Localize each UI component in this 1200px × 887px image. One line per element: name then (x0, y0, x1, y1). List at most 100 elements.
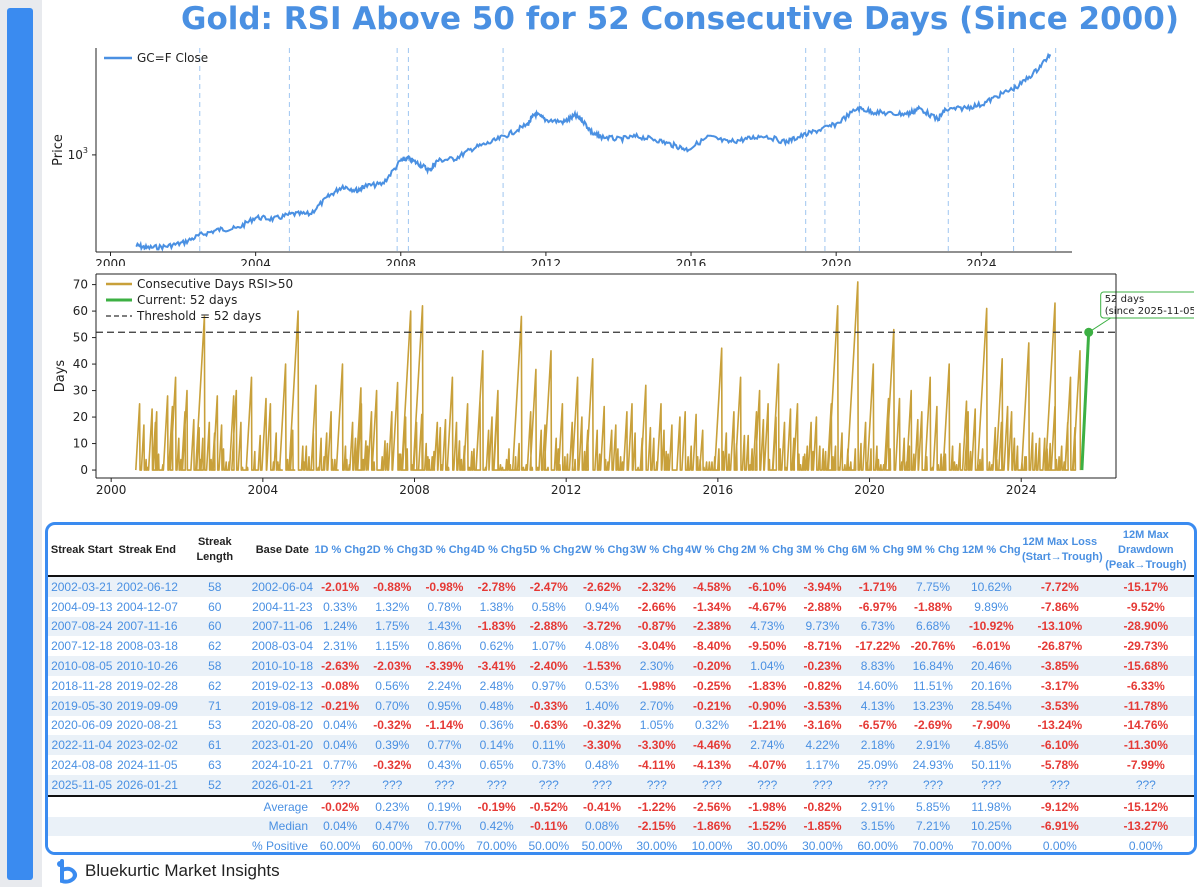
table-cell: 2010-10-26 (115, 656, 179, 676)
table-cell: -13.10% (1022, 616, 1098, 637)
table-cell: -0.32% (574, 715, 630, 736)
legend-label: Current: 52 days (137, 293, 237, 307)
table-cell: -3.94% (794, 576, 851, 597)
summary-cell: -0.02% (314, 794, 367, 817)
table-cell: 7.75% (905, 576, 961, 597)
header-label: Streak Length (196, 536, 234, 563)
table-cell: -7.90% (960, 715, 1022, 736)
page-title: Gold: RSI Above 50 for 52 Consecutive Da… (181, 1, 1179, 37)
streak-table: Streak Start Streak End Streak Length Base … (48, 525, 1194, 852)
table-cell: 2023-02-02 (115, 735, 179, 756)
table-cell: -0.63% (522, 715, 575, 736)
table-cell: -0.88% (366, 576, 419, 597)
left-accent-strip (7, 8, 33, 880)
table-cell: 0.04% (314, 735, 367, 756)
table-cell: -0.21% (684, 695, 740, 716)
table-cell: -15.17% (1097, 576, 1194, 597)
summary-cell: 70.00% (470, 836, 523, 852)
table-cell: -1.83% (470, 616, 523, 637)
table-cell: -1.83% (739, 675, 795, 696)
table-cell: -3.41% (470, 656, 523, 676)
table-cell: -28.90% (1097, 616, 1194, 637)
streak-table-container: Streak Start Streak End Streak Length Base … (45, 522, 1197, 855)
table-cell: ??? (574, 774, 630, 796)
rsi-days-series-line (135, 281, 1082, 471)
y-tick-label: 10 (73, 437, 88, 451)
table-cell: -8.40% (684, 636, 740, 657)
summary-cell: 0.00% (1097, 836, 1194, 852)
table-cell: -5.78% (1022, 755, 1098, 775)
table-cell: 2.31% (314, 636, 367, 657)
table-cell: 62 (178, 636, 251, 657)
table-header-cell: Streak Length (178, 525, 251, 577)
summary-cell: 0.08% (574, 816, 630, 837)
legend-label: Threshold = 52 days (136, 309, 261, 323)
summary-label: Average (48, 794, 315, 817)
table-cell: -6.57% (850, 715, 906, 736)
table-cell: -3.53% (794, 695, 851, 716)
header-label: 4W % Chg (685, 543, 739, 556)
table-cell: 8.83% (850, 656, 906, 676)
table-cell: ??? (314, 774, 367, 796)
table-cell: 2022-11-04 (48, 735, 116, 756)
table-row: 2007-12-18 2008-03-18 62 2008-03-04 2.31% 1.1… (48, 636, 1194, 657)
summary-cell: 0.23% (366, 794, 419, 817)
table-cell: 0.77% (314, 755, 367, 775)
table-cell: 2007-11-16 (115, 616, 179, 637)
table-cell: 2008-03-18 (115, 636, 179, 657)
summary-cell: -2.15% (629, 816, 685, 837)
table-row: 2004-09-13 2004-12-07 60 2004-11-23 0.33% 1.3… (48, 596, 1194, 617)
table-cell: 14.60% (850, 675, 906, 696)
table-cell: ??? (739, 774, 795, 796)
table-cell: -1.21% (739, 715, 795, 736)
header-label: 2D % Chg (366, 543, 418, 556)
summary-cell: -1.98% (739, 794, 795, 817)
table-cell: 2019-02-28 (115, 675, 179, 696)
x-tick-label: 2012 (551, 483, 582, 497)
table-header-cell: Base Date (250, 525, 315, 577)
table-header-cell: 2M % Chg (739, 525, 795, 577)
table-cell: -20.76% (905, 636, 961, 657)
summary-cell: -6.91% (1022, 816, 1098, 837)
table-header-cell: 6M % Chg (850, 525, 906, 577)
header-label: 3M % Chg (796, 543, 849, 556)
summary-cell: 30.00% (794, 836, 851, 852)
table-header-cell: Streak Start (48, 525, 116, 577)
table-cell: -2.62% (574, 576, 630, 597)
table-header-cell: 2W % Chg (574, 525, 630, 577)
table-cell: 6.68% (905, 616, 961, 637)
table-cell: 9.73% (794, 616, 851, 637)
table-cell: -3.39% (418, 656, 471, 676)
table-cell: -6.10% (1022, 735, 1098, 756)
table-cell: 28.54% (960, 695, 1022, 716)
table-cell: -2.38% (684, 616, 740, 637)
y-tick-label: 40 (73, 357, 88, 371)
table-cell: 0.86% (418, 636, 471, 657)
x-tick-label: 2008 (385, 257, 416, 266)
table-cell: 62 (178, 675, 251, 696)
header-label: Streak End (118, 543, 176, 556)
table-cell: -15.68% (1097, 656, 1194, 676)
summary-cell: 60.00% (314, 836, 367, 852)
y-tick-exponent: 3 (83, 146, 88, 155)
summary-row: Average -0.02% 0.23% 0.19% -0.19% -0.52% -0.41… (48, 794, 1194, 817)
header-label: 12M % Chg (961, 543, 1021, 556)
table-cell: -3.85% (1022, 656, 1098, 676)
table-cell: -8.71% (794, 636, 851, 657)
summary-cell: -0.82% (794, 794, 851, 817)
table-cell: -2.32% (629, 576, 685, 597)
table-cell: 58 (178, 576, 251, 597)
table-cell: 1.40% (574, 695, 630, 716)
table-cell: -2.63% (314, 656, 367, 676)
table-cell: -14.76% (1097, 715, 1194, 736)
table-cell: 16.84% (905, 656, 961, 676)
table-cell: ??? (522, 774, 575, 796)
table-cell: 2.91% (905, 735, 961, 756)
header-label: 9M % Chg (906, 543, 960, 556)
table-cell: -11.30% (1097, 735, 1194, 756)
table-cell: -0.23% (794, 656, 851, 676)
header-label: 2W % Chg (575, 543, 629, 556)
x-tick-label: 2024 (1006, 483, 1037, 497)
table-cell: 0.73% (522, 755, 575, 775)
table-header-row: Streak Start Streak End Streak Length Base … (48, 525, 1194, 577)
